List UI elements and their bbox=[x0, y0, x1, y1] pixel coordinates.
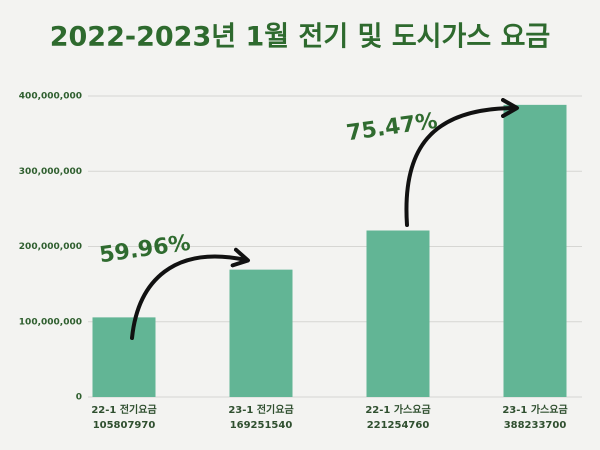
plot: 0 100,000,000 200,000,000 300,000,000 400,00… bbox=[19, 92, 582, 431]
y-tick-label: 0 bbox=[76, 393, 82, 403]
y-tick-label: 200,000,000 bbox=[19, 242, 82, 252]
value-label: 105807970 bbox=[93, 420, 156, 431]
x-tick-label: 22-1 전기요금 bbox=[91, 403, 156, 416]
arrow bbox=[404, 98, 519, 227]
x-tick-label: 23-1 가스요금 bbox=[502, 403, 567, 416]
bar bbox=[229, 269, 293, 397]
x-tick-label: 23-1 전기요금 bbox=[228, 403, 293, 416]
bar bbox=[503, 104, 567, 398]
bar bbox=[92, 317, 156, 397]
y-tick-label: 300,000,000 bbox=[19, 167, 82, 177]
y-tick-label: 400,000,000 bbox=[19, 92, 82, 102]
chart-title: 2022-2023년 1월 전기 및 도시가스 요금 bbox=[50, 22, 551, 53]
value-label: 388233700 bbox=[504, 420, 567, 431]
bar bbox=[366, 230, 430, 397]
value-label: 221254760 bbox=[367, 420, 430, 431]
arrow bbox=[130, 247, 250, 340]
x-tick-label: 22-1 가스요금 bbox=[365, 403, 430, 416]
value-label: 169251540 bbox=[230, 420, 293, 431]
y-tick-label: 100,000,000 bbox=[19, 317, 82, 327]
